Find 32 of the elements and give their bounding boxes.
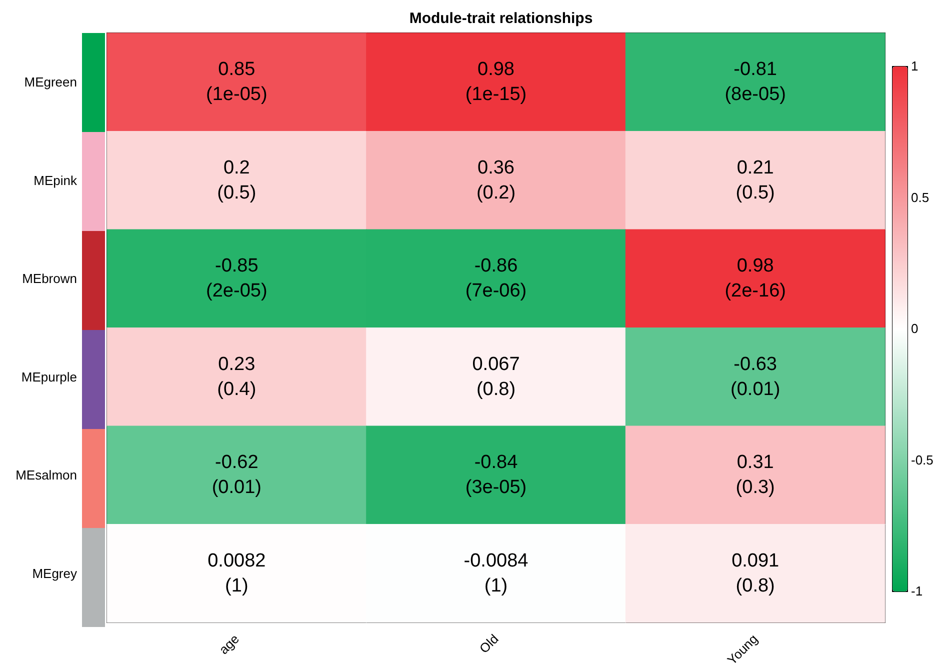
data-label: 0.091 (0.8): [732, 550, 780, 596]
data-label: 0.0082 (1): [208, 550, 266, 596]
data-label: -0.85 (2e-05): [206, 256, 268, 302]
y-tick-label: MEbrown: [22, 271, 77, 286]
data-label: 0.85 (1e-05): [206, 59, 268, 106]
color-bar-label: 0: [911, 321, 918, 336]
y-tick-label: MEgreen: [24, 74, 77, 90]
data-label: 0.36 (0.2): [476, 157, 516, 204]
data-label: 0.2 (0.5): [217, 157, 256, 204]
x-tick-label: Old: [476, 631, 502, 656]
data-label: -0.86 (7e-06): [465, 256, 527, 302]
y-tick-label: MEsalmon: [16, 468, 77, 483]
data-label: 0.067 (0.8): [472, 354, 520, 400]
data-label: -0.63 (0.01): [730, 354, 780, 400]
y-tick-label: MEpink: [34, 172, 78, 188]
data-label: 0.21 (0.5): [736, 157, 775, 204]
data-label: 0.98 (1e-15): [465, 59, 527, 106]
data-label: -0.0084 (1): [464, 550, 529, 596]
color-bar-label: 0.5: [911, 190, 930, 205]
data-label: -0.62 (0.01): [212, 452, 262, 498]
data-label: 0.31 (0.3): [736, 452, 775, 498]
color-bar-label: 1: [911, 58, 918, 74]
data-label: 0.23 (0.4): [217, 354, 256, 400]
x-tick-label: age: [216, 631, 242, 658]
color-bar-label: -0.5: [911, 452, 934, 468]
data-label: -0.84 (3e-05): [465, 452, 527, 498]
chart-title: Module-trait relationships: [409, 10, 593, 27]
y-tick-label: MEgrey: [32, 566, 78, 581]
color-bar-label: -1: [911, 584, 923, 598]
data-label: 0.98 (2e-16): [724, 256, 786, 302]
y-tick-label: MEpurple: [21, 369, 77, 384]
data-label: -0.81 (8e-05): [724, 59, 786, 106]
